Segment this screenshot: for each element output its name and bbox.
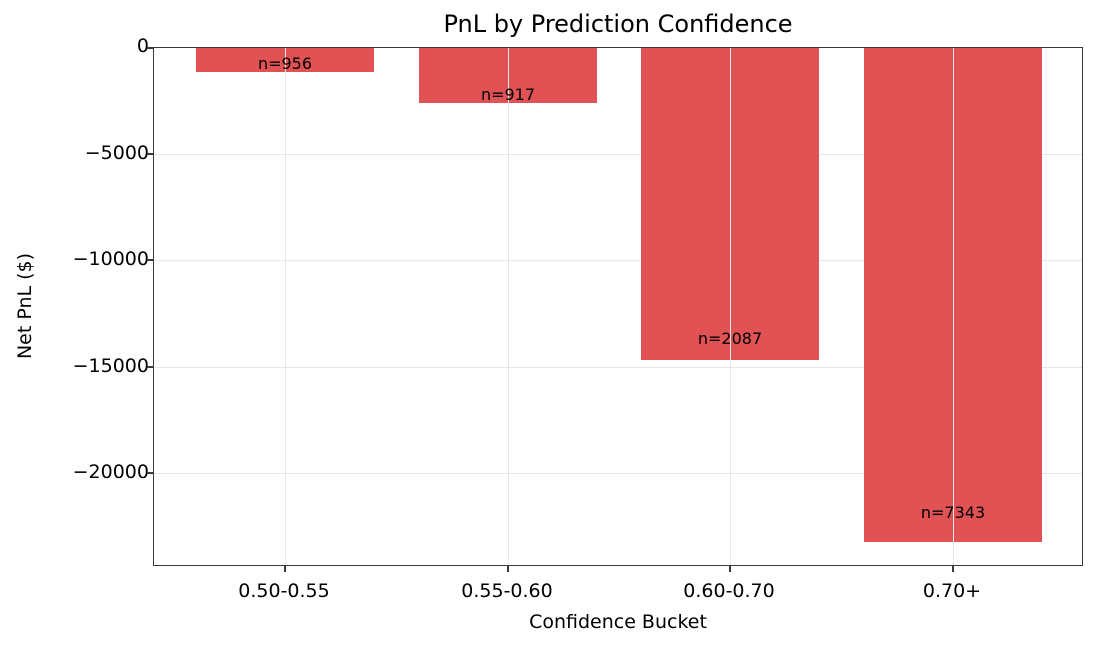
ytick-mark xyxy=(147,153,153,155)
plot-area: n=956 n=917 n=2087 n=7343 xyxy=(153,47,1083,566)
gridline-h xyxy=(154,154,1082,155)
gridline-v xyxy=(953,48,954,565)
xtick-label: 0.50-0.55 xyxy=(238,580,330,602)
ytick-mark xyxy=(147,259,153,261)
gridline-v xyxy=(730,48,731,565)
y-axis-label: Net PnL ($) xyxy=(14,252,36,360)
bar-annotation: n=917 xyxy=(480,85,536,104)
xtick-mark xyxy=(284,566,286,572)
ytick-label: −5000 xyxy=(84,142,149,164)
ytick-mark xyxy=(147,366,153,368)
xtick-label: 0.60-0.70 xyxy=(683,580,775,602)
xtick-mark xyxy=(507,566,509,572)
ytick-label: 0 xyxy=(136,35,149,57)
xtick-label: 0.70+ xyxy=(922,580,982,602)
ytick-mark xyxy=(147,47,153,49)
gridline-v xyxy=(285,48,286,565)
chart-title: PnL by Prediction Confidence xyxy=(443,10,793,38)
ytick-label: −15000 xyxy=(72,355,149,377)
bar-annotation: n=2087 xyxy=(697,329,763,348)
ytick-label: −10000 xyxy=(72,248,149,270)
ytick-mark xyxy=(147,472,153,474)
bar-annotation: n=7343 xyxy=(920,503,986,522)
ytick-label: −20000 xyxy=(72,461,149,483)
bar-annotation: n=956 xyxy=(257,54,313,73)
gridline-h xyxy=(154,260,1082,261)
x-axis-label: Confidence Bucket xyxy=(529,611,707,633)
xtick-mark xyxy=(952,566,954,572)
gridline-h xyxy=(154,473,1082,474)
xtick-label: 0.55-0.60 xyxy=(461,580,553,602)
xtick-mark xyxy=(729,566,731,572)
gridline-v xyxy=(508,48,509,565)
gridline-h xyxy=(154,367,1082,368)
